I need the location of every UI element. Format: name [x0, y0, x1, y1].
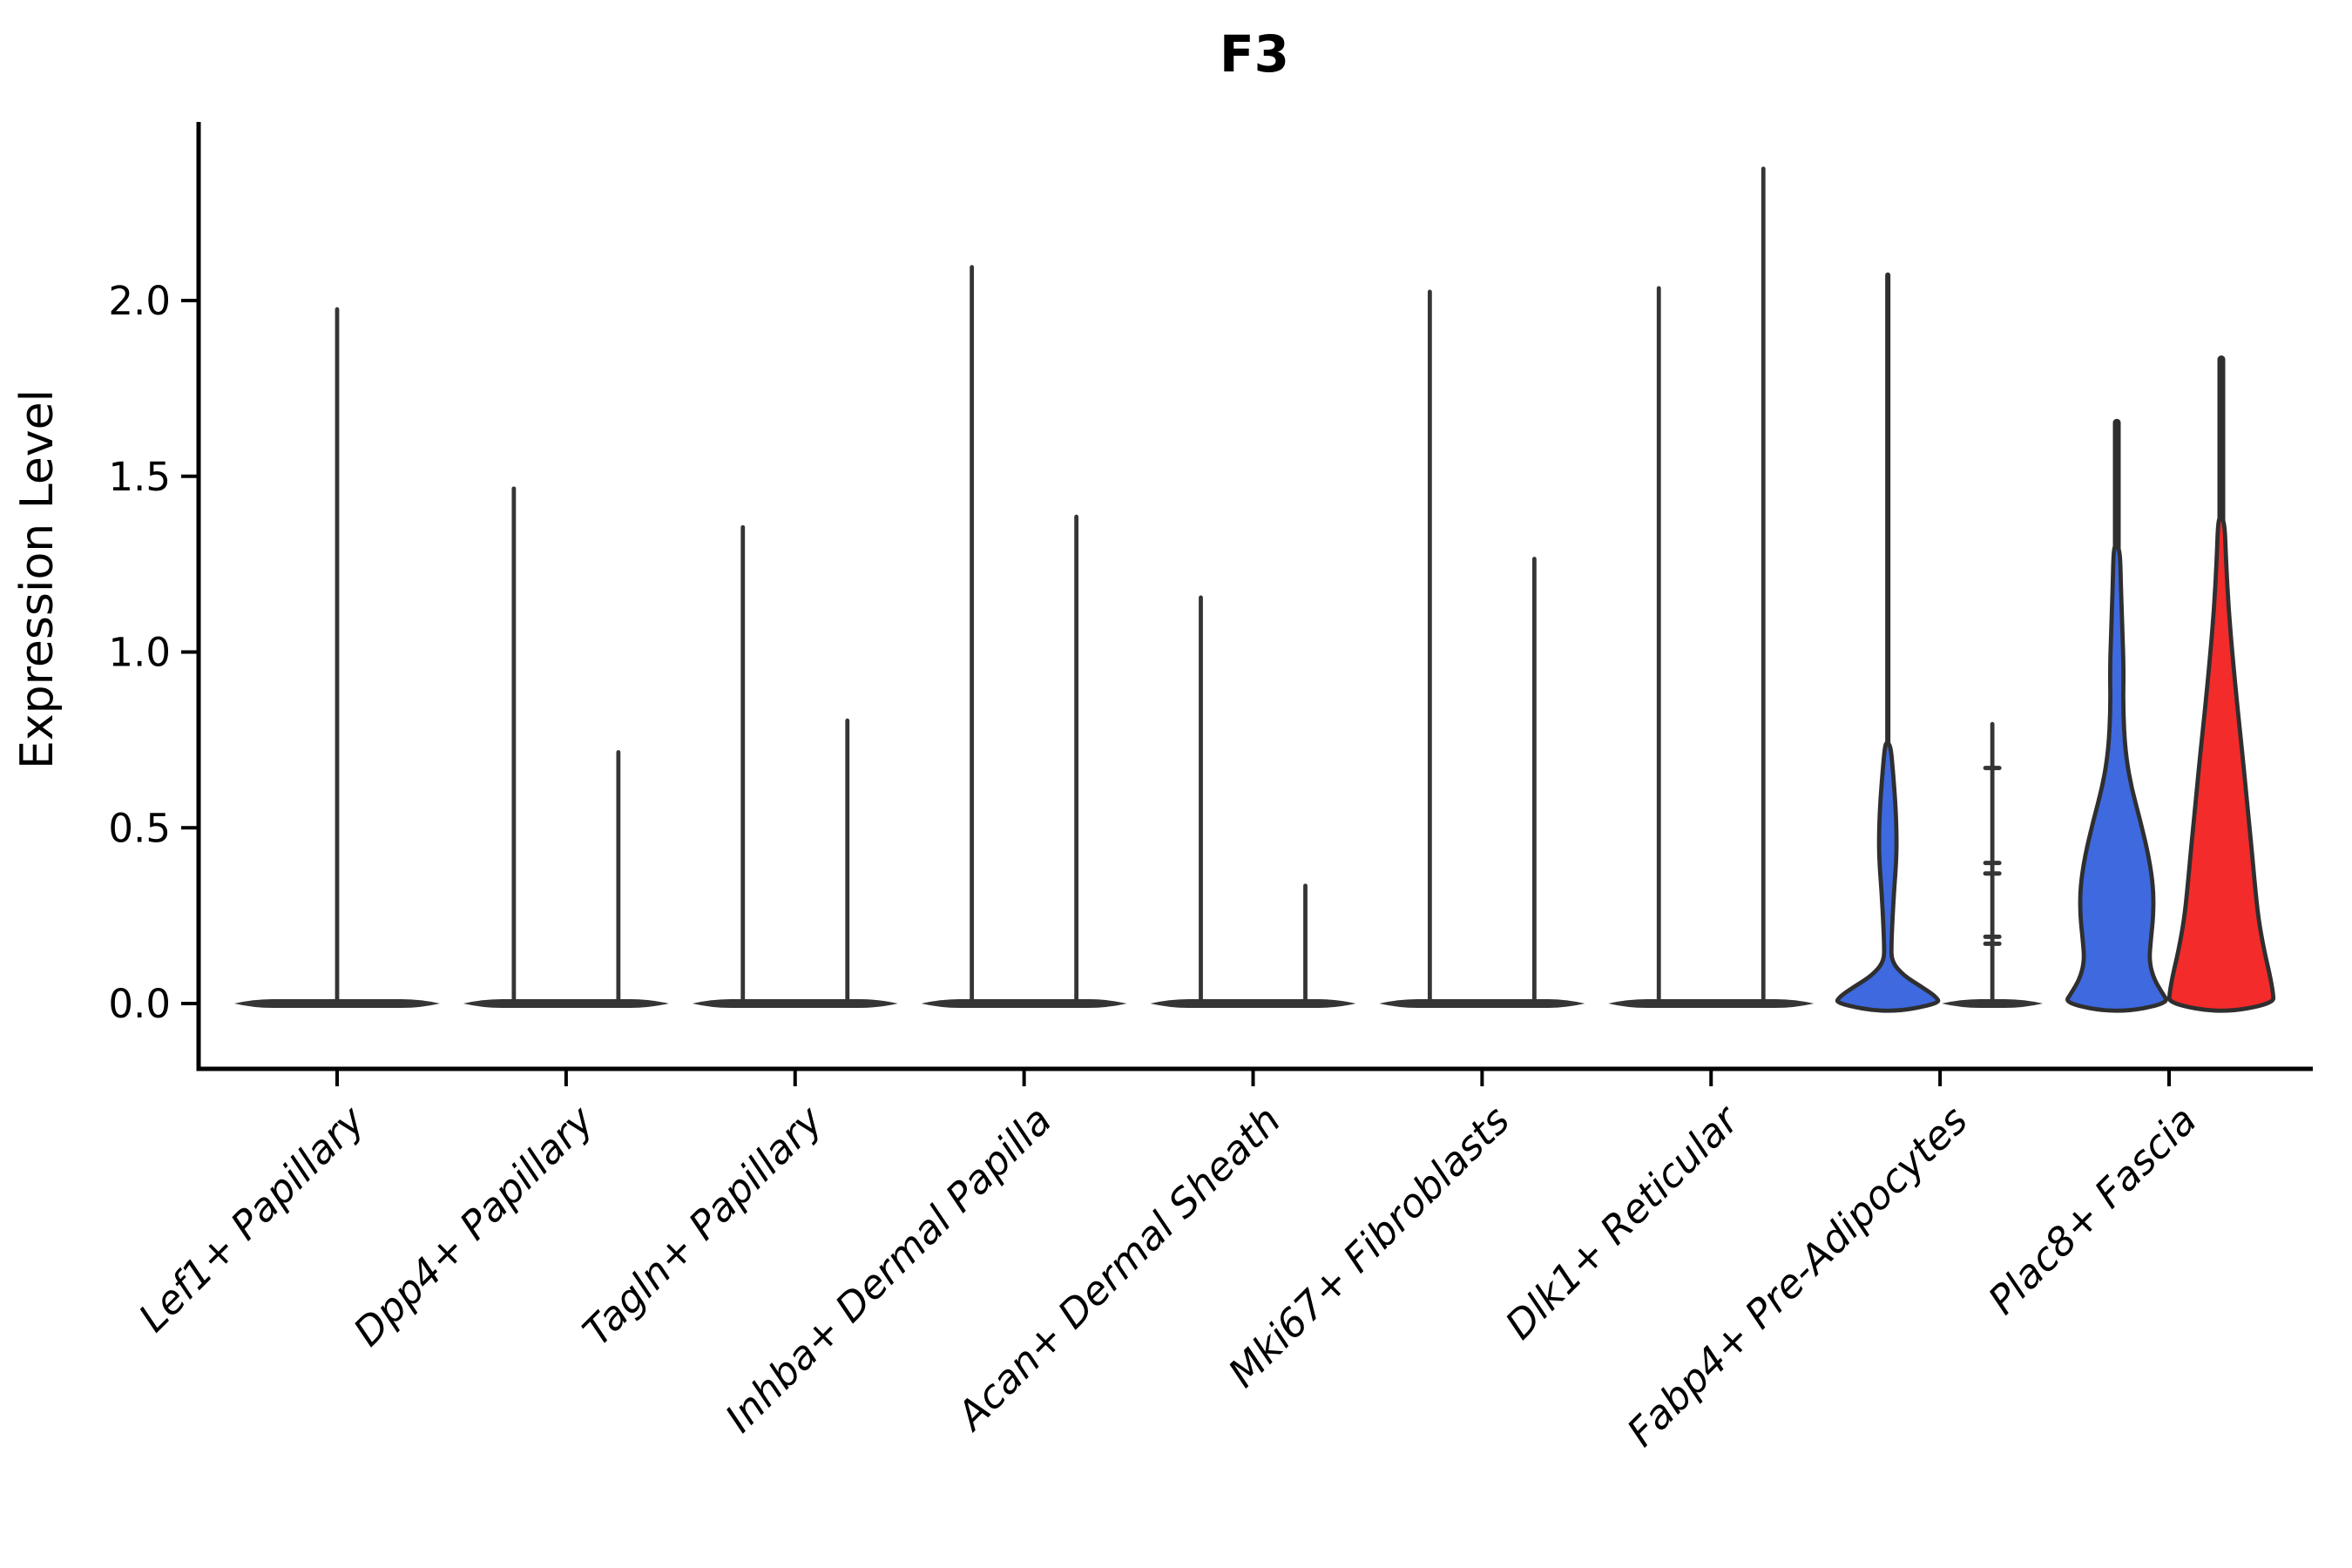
chart-title: F3 [1220, 24, 1289, 84]
violin-base [1150, 999, 1356, 1008]
y-tick-labels: 0.0 0.5 1.0 1.5 2.0 [108, 278, 171, 1027]
y-tick-label: 2.0 [108, 278, 171, 324]
violin-base [1608, 999, 1815, 1008]
y-tick-label: 0.0 [108, 981, 171, 1027]
violin-base [1379, 999, 1585, 1008]
axes [181, 122, 2313, 1086]
violin-base [463, 999, 669, 1008]
violin-shape [1835, 741, 1941, 1013]
violin-category [692, 524, 898, 1008]
x-category-label: Lef1+ Papillary [130, 1096, 375, 1341]
violin-category [234, 307, 440, 1008]
violin-shape [2065, 544, 2168, 1013]
violin-category [2065, 355, 2276, 1013]
x-category-label: Plac8+ Fascia [1979, 1097, 2206, 1323]
y-tick-label: 1.5 [108, 454, 171, 500]
violins-group [234, 166, 2276, 1013]
y-tick-label: 0.5 [108, 805, 171, 851]
y-axis-label: Expression Level [11, 389, 64, 769]
x-category-label: Tagln+ Papillary [574, 1096, 833, 1355]
x-category-label: Dlk1+ Reticular [1497, 1096, 1749, 1348]
violin-category [1379, 289, 1585, 1008]
violin-category [463, 486, 669, 1008]
violin-base [692, 999, 898, 1008]
violin-base [921, 999, 1127, 1008]
violin-category [921, 265, 1127, 1008]
y-tick-label: 1.0 [108, 630, 171, 676]
violin-category [1608, 166, 1815, 1008]
violin-category [1150, 595, 1356, 1008]
x-category-label: Dpp4+ Papillary [344, 1096, 603, 1355]
violin-shape [2166, 516, 2276, 1013]
violin-category [1835, 272, 2044, 1013]
